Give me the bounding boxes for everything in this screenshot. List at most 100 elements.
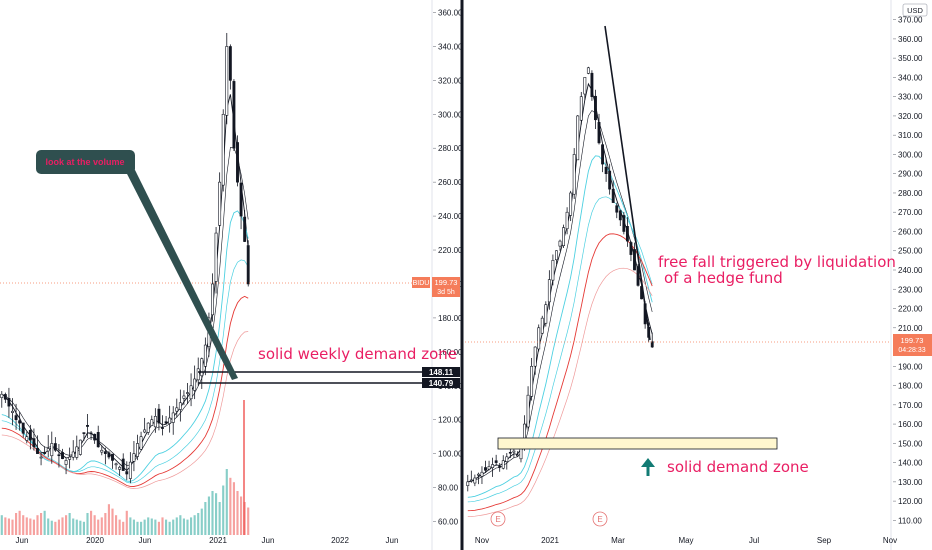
moving-average-line: [467, 110, 653, 483]
right-time-axis[interactable]: Nov 2021 Mar May Jul Sep Nov: [475, 536, 897, 545]
candle-body: [36, 448, 39, 454]
left-price-label: 199.73: [435, 278, 458, 287]
right-price-tag: [893, 334, 932, 356]
candle-body: [498, 466, 502, 468]
candle-body: [228, 46, 232, 81]
volume-bar: [40, 513, 43, 535]
candle-body: [236, 142, 239, 183]
volume-bar: [200, 508, 203, 535]
currency-label: USD: [907, 6, 923, 15]
x-tick-label: 2020: [86, 536, 104, 545]
candle-body: [128, 461, 132, 479]
y-tick-label: 110.00: [898, 516, 922, 525]
y-tick-label: 100.00: [438, 450, 463, 459]
volume-bar: [218, 502, 221, 535]
volume-bar: [54, 521, 57, 535]
x-tick-label: 2022: [331, 536, 349, 545]
candle-body: [132, 453, 136, 462]
x-tick-label: Nov: [475, 536, 489, 545]
left-countdown-label: 3d 5h: [437, 289, 455, 296]
volume-bar: [168, 521, 171, 535]
candle-body: [544, 304, 548, 324]
right-candles[interactable]: [466, 66, 654, 492]
moving-average-line: [1, 331, 249, 489]
candle-body: [186, 392, 189, 394]
candle-body: [469, 479, 473, 482]
y-tick-label: 280.00: [898, 189, 923, 198]
currency-badge[interactable]: [902, 3, 928, 17]
volume-bar: [18, 510, 21, 535]
volume-bar: [165, 519, 168, 535]
candle-body: [601, 144, 605, 165]
y-tick-label: 340.00: [898, 73, 923, 82]
candle-body: [551, 260, 555, 281]
volume-bar: [232, 482, 235, 535]
candle-body: [243, 216, 247, 242]
x-tick-label: 2021: [209, 536, 227, 545]
candle-body: [164, 421, 168, 424]
volume-bar: [182, 518, 185, 535]
volume-bar: [36, 515, 39, 535]
free-fall-trendline[interactable]: [604, 25, 651, 341]
demand-level-label-2: 140.79: [429, 379, 454, 388]
earnings-marker-1[interactable]: E: [490, 511, 506, 527]
y-tick-label: 60.00: [438, 518, 459, 527]
callout-box[interactable]: [36, 150, 135, 174]
y-tick-label: 320.00: [438, 76, 463, 85]
volume-bar: [97, 519, 100, 535]
candle-body: [178, 402, 182, 410]
y-tick-label: 260.00: [438, 178, 463, 187]
volume-bar: [111, 508, 114, 535]
y-tick-label: 250.00: [898, 247, 923, 256]
candle-body: [182, 395, 186, 399]
candle-body: [96, 432, 100, 448]
y-tick-label: 290.00: [898, 170, 923, 179]
volume-bar: [47, 518, 50, 535]
volume-bar: [172, 519, 175, 535]
moving-average-line: [1, 94, 249, 472]
candle-body: [583, 77, 587, 95]
volume-bar: [225, 469, 228, 535]
candle-body: [473, 477, 477, 484]
volume-bar: [72, 518, 75, 535]
x-tick-label: Jun: [16, 536, 29, 545]
left-time-axis[interactable]: Jun 2020 Jun 2021 Jun 2022 Jun: [16, 536, 399, 545]
volume-bar: [43, 510, 46, 535]
candle-body: [7, 398, 11, 407]
x-tick-label: Sep: [817, 536, 832, 545]
candle-body: [505, 456, 509, 462]
y-tick-label: 300.00: [438, 110, 463, 119]
volume-bar: [104, 513, 107, 535]
candle-body: [189, 385, 193, 400]
volume-bar: [132, 519, 135, 535]
left-candles[interactable]: [0, 32, 250, 484]
right-price-axis[interactable]: 110.00 120.00 130.00 140.00 150.00 160.00 170.…: [893, 16, 923, 526]
candle-body: [18, 420, 22, 424]
y-tick-label: 170.00: [898, 401, 923, 410]
left-ticker-tag: [412, 277, 430, 288]
candle-body: [68, 456, 72, 460]
volume-bar: [115, 515, 118, 535]
y-tick-label: 160.00: [438, 348, 463, 357]
candle-body: [555, 250, 558, 261]
demand-zone-rectangle[interactable]: [497, 437, 778, 450]
y-tick-label: 370.00: [898, 16, 923, 25]
candle-body: [89, 432, 93, 435]
volume-bar: [61, 517, 64, 535]
volume-bar: [90, 510, 93, 535]
candle-body: [480, 471, 484, 477]
free-fall-label-line1: free fall triggered by liquidation: [658, 253, 896, 271]
candle-body: [57, 454, 61, 457]
volume-bar: [4, 517, 7, 535]
callout-pointer: [125, 170, 238, 380]
x-tick-label: Jun: [262, 536, 275, 545]
earnings-marker-2[interactable]: E: [592, 511, 608, 527]
up-arrow-icon: [641, 458, 655, 476]
candle-body: [625, 226, 629, 242]
volume-bar: [243, 400, 245, 535]
candle-body: [491, 464, 495, 468]
volume-bar: [93, 515, 96, 535]
volume-bar: [29, 518, 32, 535]
candle-body: [547, 279, 551, 303]
